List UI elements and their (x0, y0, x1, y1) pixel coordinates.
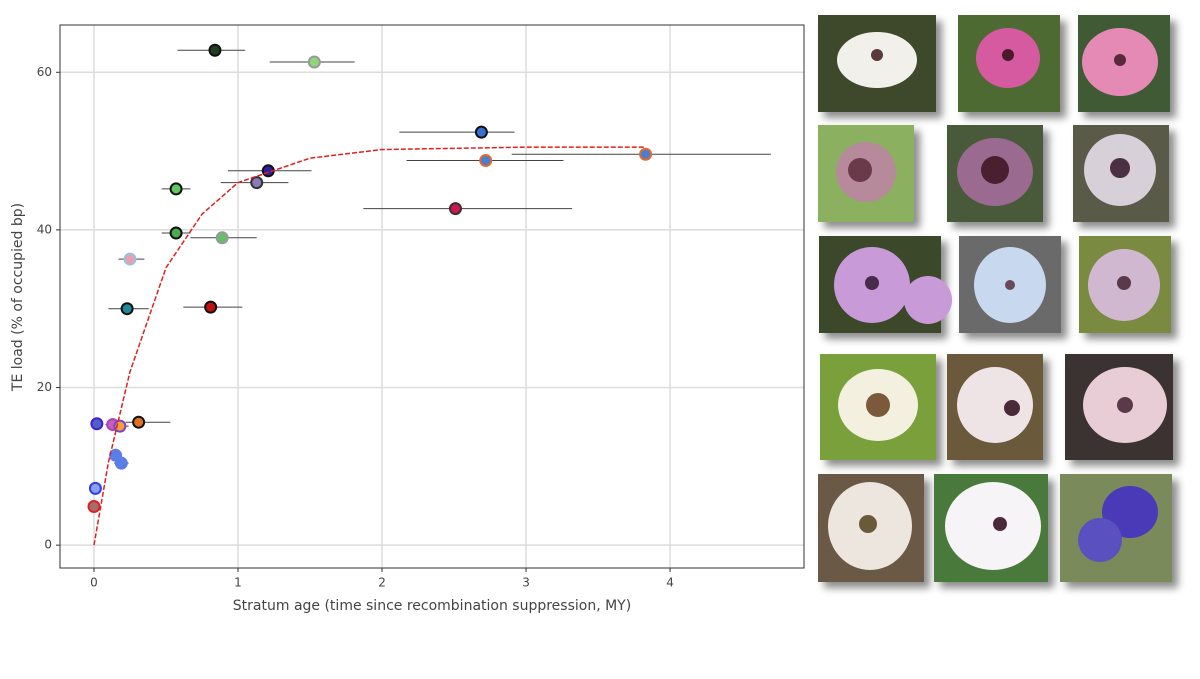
x-tick-label: 4 (666, 576, 674, 590)
data-point (639, 147, 653, 161)
x-tick-label: 3 (522, 576, 530, 590)
plot-area (60, 25, 804, 568)
photo (819, 236, 952, 333)
photo (1060, 474, 1172, 582)
photo (958, 15, 1060, 112)
data-point (479, 154, 493, 168)
data-point (132, 415, 146, 429)
x-tick-label: 1 (234, 576, 242, 590)
y-tick-label: 60 (37, 65, 52, 79)
data-point (448, 202, 462, 216)
photo (818, 125, 914, 222)
fit-line (93, 146, 646, 546)
data-point (114, 456, 128, 470)
photo (947, 354, 1043, 460)
data-point (250, 176, 264, 190)
data-point (474, 125, 488, 139)
data-point (208, 43, 222, 57)
data-point (169, 226, 183, 240)
flower-photos (818, 15, 1173, 582)
photo (818, 15, 936, 112)
photo (1065, 354, 1173, 460)
data-point (87, 500, 101, 514)
photo (934, 474, 1048, 582)
plot-frame (59, 24, 805, 569)
data-point (90, 417, 104, 431)
photo (820, 354, 936, 460)
photo (818, 474, 924, 582)
photo (1078, 15, 1170, 112)
y-tick-label: 40 (37, 222, 52, 236)
data-point (120, 302, 134, 316)
x-tick-label: 0 (90, 576, 98, 590)
data-point (204, 300, 218, 314)
photo (1073, 125, 1169, 222)
x-tick-label: 2 (378, 576, 386, 590)
photo (1079, 236, 1171, 333)
data-point (113, 419, 127, 433)
y-tick-label: 20 (37, 380, 52, 394)
y-tick-label: 0 (44, 538, 52, 552)
data-point (88, 481, 102, 495)
photo (959, 236, 1061, 333)
data-point (169, 182, 183, 196)
data-point (123, 252, 137, 266)
data-point (215, 231, 229, 245)
photo (947, 125, 1043, 222)
y-axis-title: TE load (% of occupied bp) (10, 203, 26, 392)
x-axis-title: Stratum age (time since recombination su… (233, 598, 631, 614)
data-point (307, 55, 321, 69)
